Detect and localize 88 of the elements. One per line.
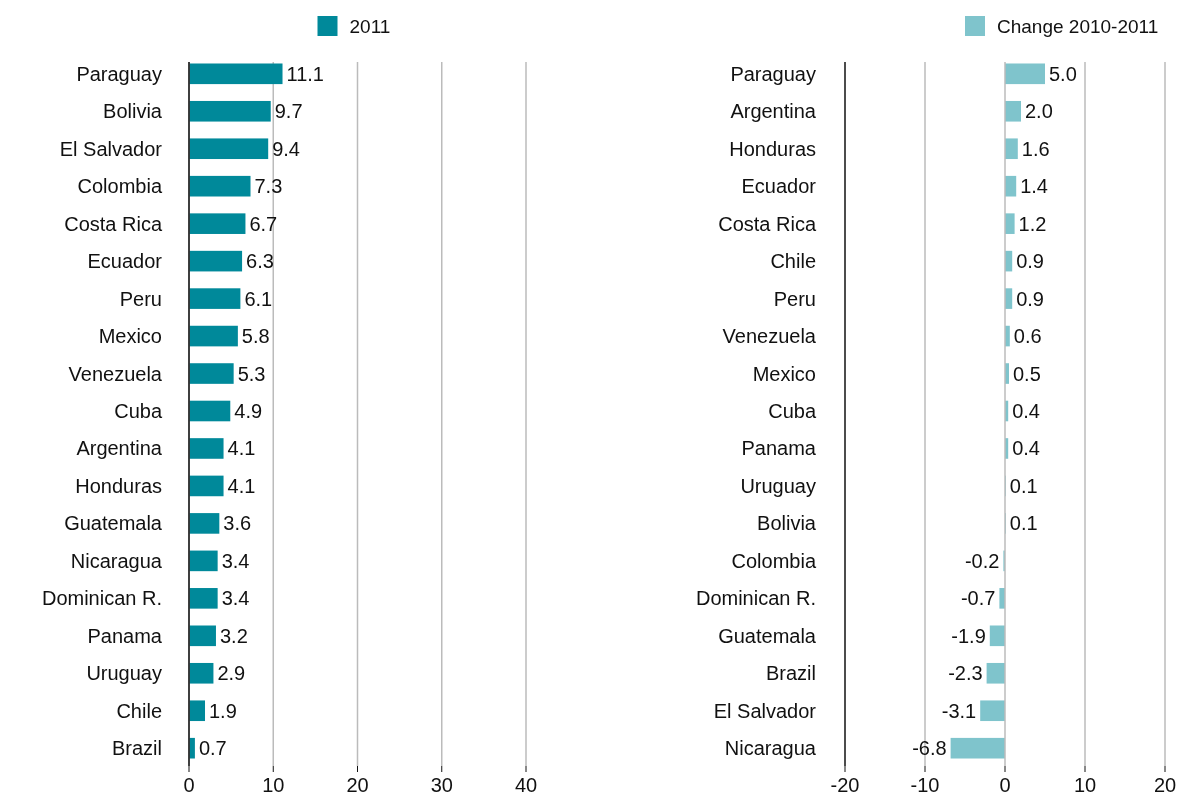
x-tick-label: 10	[262, 774, 285, 796]
data-label: 11.1	[286, 62, 324, 85]
y-tick-label: Nicaragua	[724, 737, 817, 760]
x-tick-label: 20	[346, 774, 369, 796]
y-tick-label: Colombia	[731, 549, 817, 572]
y-tick-label: Bolivia	[103, 100, 163, 123]
data-label: 5.3	[237, 362, 266, 385]
data-label: 0.1	[1009, 512, 1038, 535]
data-label: 6.1	[244, 287, 273, 310]
x-tick-label: -20	[830, 774, 860, 796]
data-label: 0.7	[198, 737, 227, 760]
x-tick-label: 40	[514, 774, 538, 796]
y-tick-label: Peru	[773, 287, 816, 310]
y-tick-label: Chile	[770, 250, 816, 273]
y-tick-label: Dominican R.	[41, 587, 162, 610]
y-tick-label: Honduras	[729, 137, 816, 160]
y-tick-label: Argentina	[76, 437, 163, 460]
y-tick-label: Uruguay	[740, 474, 816, 497]
data-label: -1.9	[951, 624, 986, 647]
data-label: 0.4	[1012, 400, 1041, 422]
y-tick-label: Paraguay	[76, 62, 162, 85]
y-tick-label: Costa Rica	[64, 212, 163, 235]
data-label: 7.3	[254, 175, 283, 198]
data-label: 4.9	[234, 400, 263, 422]
legend-label: 2011	[349, 15, 391, 37]
data-label: 6.7	[249, 212, 278, 235]
data-label: -3.1	[941, 699, 977, 722]
data-label: 0.1	[1009, 474, 1038, 497]
data-label: 1.2	[1018, 212, 1047, 235]
y-tick-label: Venezuela	[68, 362, 163, 385]
y-tick-label: Uruguay	[86, 662, 162, 685]
data-label: -2.3	[948, 662, 983, 685]
data-label: 6.3	[246, 250, 274, 273]
data-label: 3.2	[219, 624, 248, 647]
y-tick-label: Ecuador	[741, 175, 817, 198]
data-label: 5.0	[1049, 62, 1077, 85]
data-label: 1.9	[209, 699, 237, 722]
x-tick-label: 30	[430, 774, 453, 796]
y-tick-label: Peru	[119, 287, 162, 310]
y-tick-label: El Salvador	[713, 699, 817, 722]
y-tick-label: Bolivia	[757, 512, 817, 535]
data-label: 9.4	[272, 137, 301, 160]
y-tick-label: Guatemala	[718, 624, 817, 647]
y-tick-label: Guatemala	[64, 512, 163, 535]
legend-label: Change 2010-2011	[997, 15, 1159, 37]
y-tick-label: Colombia	[77, 175, 163, 198]
y-tick-label: Mexico	[752, 362, 816, 385]
x-tick-label: 0	[183, 774, 195, 796]
data-label: 0.9	[1016, 287, 1045, 310]
x-tick-label: 10	[1073, 774, 1097, 796]
y-tick-label: Brazil	[765, 662, 816, 685]
data-label: 4.1	[227, 437, 256, 460]
y-tick-label: Nicaragua	[70, 549, 163, 572]
y-tick-label: Paraguay	[730, 62, 816, 85]
data-label: 2.9	[217, 662, 246, 685]
y-tick-label: Chile	[116, 699, 162, 722]
data-label: -0.7	[960, 587, 996, 610]
y-tick-label: Brazil	[111, 737, 162, 760]
data-label: 0.4	[1012, 437, 1041, 460]
data-label: 4.1	[227, 474, 256, 497]
y-tick-label: El Salvador	[59, 137, 163, 160]
y-tick-label: Costa Rica	[718, 212, 817, 235]
data-label: -6.8	[912, 737, 947, 760]
y-tick-label: Cuba	[114, 400, 163, 422]
y-tick-label: Argentina	[730, 100, 817, 123]
x-tick-label: -10	[910, 774, 940, 796]
y-tick-label: Venezuela	[722, 325, 817, 348]
data-label: 9.7	[274, 100, 303, 123]
data-label: 2.0	[1025, 100, 1053, 123]
y-tick-label: Dominican R.	[695, 587, 816, 610]
data-label: 3.4	[221, 587, 250, 610]
y-tick-label: Ecuador	[87, 250, 163, 273]
data-label: 5.8	[241, 325, 270, 348]
x-tick-label: 20	[1153, 774, 1177, 796]
data-label: 3.4	[221, 549, 250, 572]
data-label: 0.6	[1013, 325, 1042, 348]
y-tick-label: Panama	[87, 624, 163, 647]
y-tick-label: Panama	[741, 437, 817, 460]
y-tick-label: Cuba	[768, 400, 817, 422]
y-tick-label: Honduras	[75, 474, 162, 497]
data-label: 1.6	[1021, 137, 1050, 160]
data-label: -0.2	[964, 549, 1000, 572]
y-tick-label: Mexico	[98, 325, 162, 348]
data-label: 1.4	[1020, 175, 1049, 198]
data-label: 0.9	[1016, 250, 1045, 273]
x-tick-label: 0	[999, 774, 1011, 796]
data-label: 3.6	[223, 512, 252, 535]
data-label: 0.5	[1013, 362, 1041, 385]
